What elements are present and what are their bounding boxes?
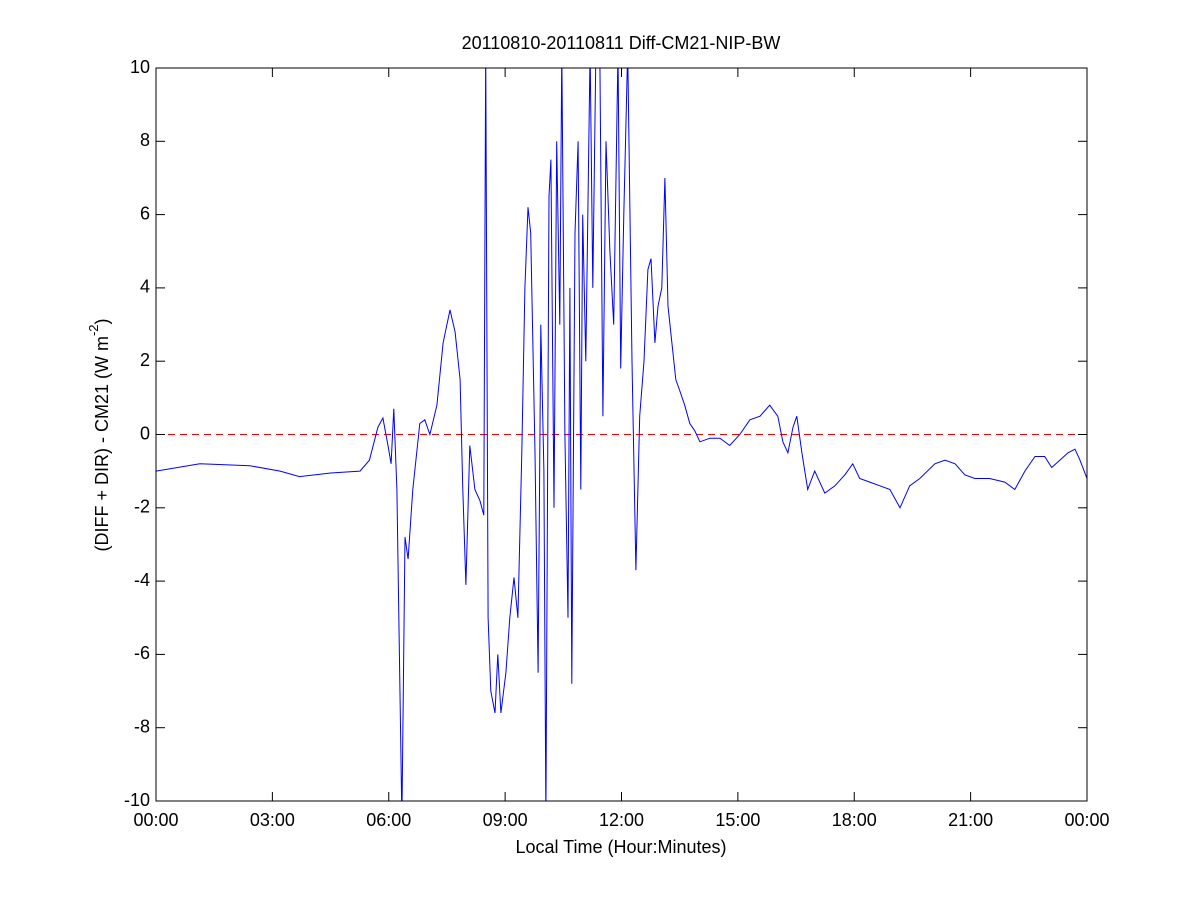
y-tick-label: 4 <box>140 277 150 297</box>
x-axis-label: Local Time (Hour:Minutes) <box>515 837 726 857</box>
y-tick-label: 8 <box>140 130 150 150</box>
y-tick-label: -2 <box>134 497 150 517</box>
y-label-text: (DIFF + DIR) - CM21 (W m <box>92 336 112 551</box>
y-tick-label: -10 <box>124 790 150 810</box>
x-tick-label: 00:00 <box>1064 810 1109 830</box>
y-tick-label: 10 <box>130 57 150 77</box>
x-tick-label: 15:00 <box>715 810 760 830</box>
x-tick-label: 18:00 <box>832 810 877 830</box>
y-label-superscript: -2 <box>86 324 101 336</box>
x-tick-label: 00:00 <box>133 810 178 830</box>
x-tick-label: 12:00 <box>599 810 644 830</box>
x-tick-label: 09:00 <box>483 810 528 830</box>
data-line <box>156 68 1087 801</box>
y-tick-label: 6 <box>140 203 150 223</box>
x-tick-label: 03:00 <box>250 810 295 830</box>
y-tick-label: -4 <box>134 570 150 590</box>
y-tick-label: -8 <box>134 716 150 736</box>
chart-title: 20110810-20110811 Diff-CM21-NIP-BW <box>462 33 781 53</box>
y-tick-label: 0 <box>140 423 150 443</box>
y-label-suffix: ) <box>92 318 112 324</box>
y-tick-label: -6 <box>134 643 150 663</box>
x-tick-label: 21:00 <box>948 810 993 830</box>
x-tick-label: 06:00 <box>366 810 411 830</box>
y-tick-label: 2 <box>140 350 150 370</box>
y-axis-label: (DIFF + DIR) - CM21 (W m-2) <box>86 318 111 551</box>
